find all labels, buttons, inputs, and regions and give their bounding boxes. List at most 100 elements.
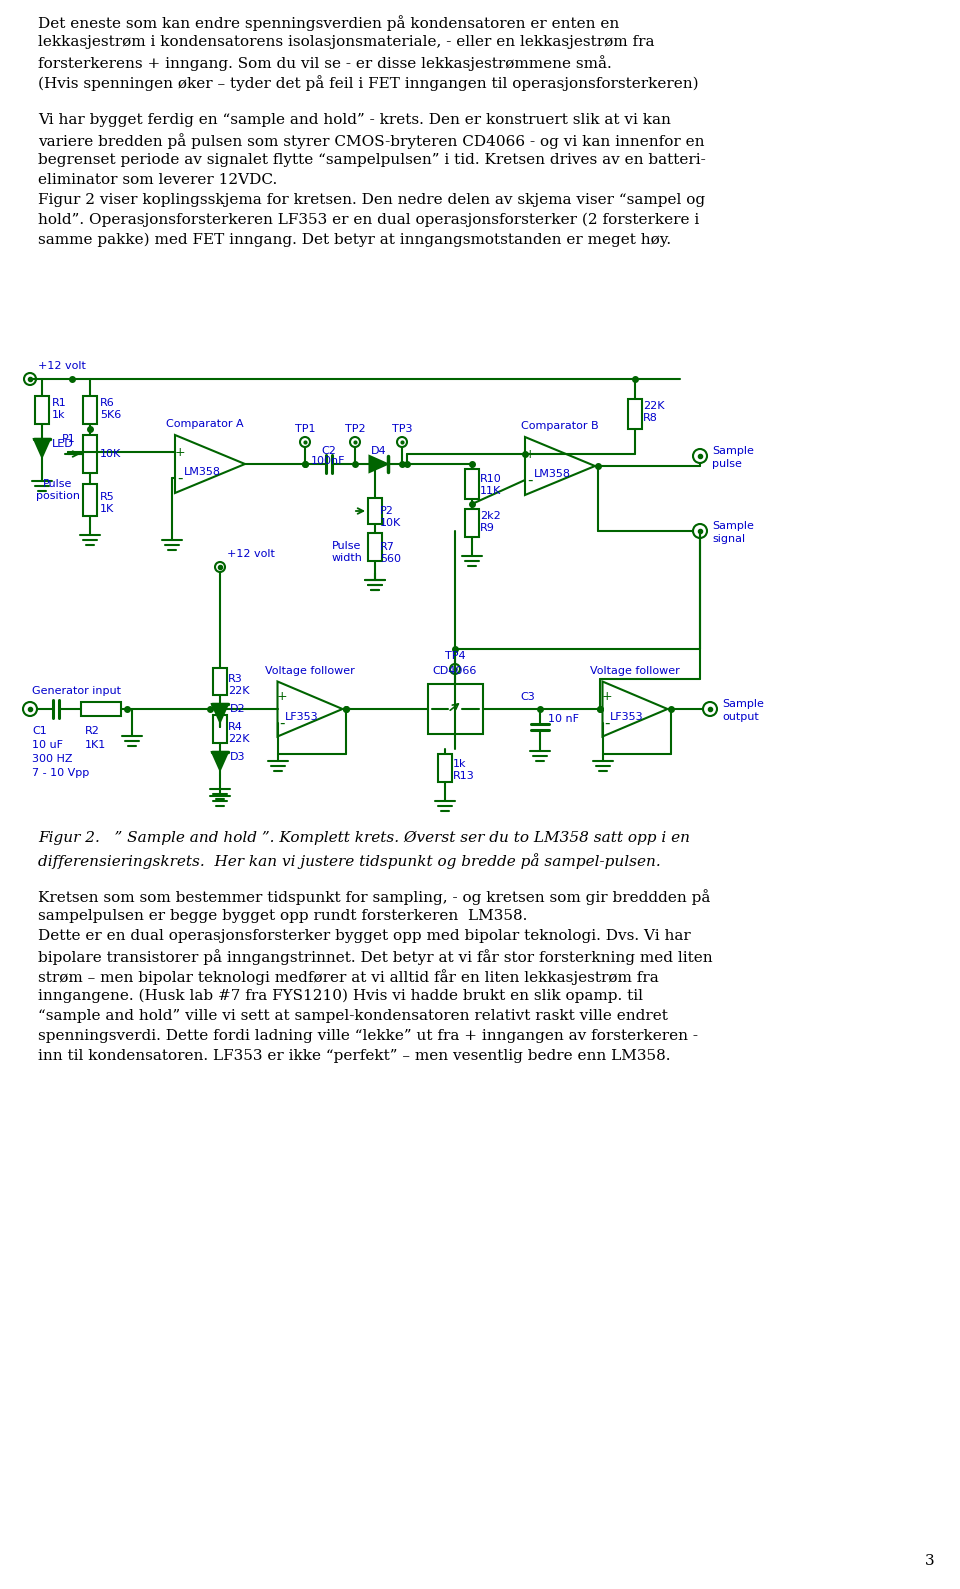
- Text: samme pakke) med FET inngang. Det betyr at inngangsmotstanden er meget høy.: samme pakke) med FET inngang. Det betyr …: [38, 234, 671, 248]
- Text: +12 volt: +12 volt: [227, 550, 275, 559]
- Text: 10 nF: 10 nF: [548, 713, 579, 725]
- Text: +: +: [175, 445, 185, 459]
- Text: position: position: [36, 491, 80, 501]
- Text: P2: P2: [380, 505, 394, 516]
- Text: 1K: 1K: [100, 504, 114, 513]
- Text: Dette er en dual operasjonsforsterker bygget opp med bipolar teknologi. Dvs. Vi : Dette er en dual operasjonsforsterker by…: [38, 930, 691, 942]
- Text: Sample: Sample: [722, 699, 764, 709]
- Text: -: -: [279, 715, 285, 731]
- Polygon shape: [212, 704, 228, 721]
- Text: differensieringskrets.  Her kan vi justere tidspunkt og bredde på sampel-pulsen.: differensieringskrets. Her kan vi juster…: [38, 853, 660, 869]
- Text: -: -: [527, 472, 533, 488]
- Text: eliminator som leverer 12VDC.: eliminator som leverer 12VDC.: [38, 173, 277, 188]
- Text: LM358: LM358: [183, 467, 221, 477]
- Text: TP1: TP1: [295, 424, 315, 434]
- Text: TP4: TP4: [444, 651, 466, 661]
- Text: Pulse: Pulse: [43, 478, 73, 489]
- Bar: [465, 469, 479, 499]
- Bar: [368, 532, 382, 561]
- Text: Figur 2.   ” Sample and hold ”. Komplett krets. Øverst ser du to LM358 satt opp : Figur 2. ” Sample and hold ”. Komplett k…: [38, 831, 690, 845]
- Text: D4: D4: [371, 447, 386, 456]
- Text: +: +: [525, 448, 536, 461]
- Text: C2: C2: [321, 447, 336, 456]
- Text: begrenset periode av signalet flytte “sampelpulsen” i tid. Kretsen drives av en : begrenset periode av signalet flytte “sa…: [38, 153, 706, 167]
- Text: R6: R6: [100, 397, 115, 408]
- Text: D3: D3: [230, 752, 246, 763]
- Text: R3: R3: [228, 674, 243, 683]
- Text: P1: P1: [62, 434, 76, 443]
- Text: 1k: 1k: [453, 760, 467, 769]
- Text: R8: R8: [643, 413, 658, 423]
- Text: 1k: 1k: [52, 410, 65, 419]
- Text: LM358: LM358: [534, 469, 570, 478]
- Text: C3: C3: [520, 691, 536, 702]
- Text: 11K: 11K: [480, 486, 501, 496]
- Text: R2: R2: [85, 726, 100, 736]
- Bar: [438, 753, 452, 782]
- Text: variere bredden på pulsen som styrer CMOS-bryteren CD4066 - og vi kan innenfor e: variere bredden på pulsen som styrer CMO…: [38, 133, 705, 149]
- Text: Voltage follower: Voltage follower: [265, 666, 355, 675]
- Text: CD4066: CD4066: [433, 666, 477, 675]
- Bar: [82, 702, 121, 717]
- Text: 100nF: 100nF: [311, 456, 346, 466]
- Text: Pulse: Pulse: [332, 540, 362, 551]
- Text: +: +: [276, 691, 287, 704]
- Text: +: +: [602, 691, 612, 704]
- Text: R5: R5: [100, 493, 115, 502]
- Text: width: width: [331, 553, 363, 563]
- Text: 10K: 10K: [380, 518, 401, 528]
- Text: Kretsen som som bestemmer tidspunkt for sampling, - og kretsen som gir breddden : Kretsen som som bestemmer tidspunkt for …: [38, 888, 710, 904]
- Text: 560: 560: [380, 555, 401, 564]
- Text: 3: 3: [925, 1554, 935, 1568]
- Text: 1K1: 1K1: [85, 740, 107, 750]
- Text: lekkasjestrøm i kondensatorens isolasjonsmateriale, - eller en lekkasjestrøm fra: lekkasjestrøm i kondensatorens isolasjon…: [38, 35, 655, 49]
- Text: Vi har bygget ferdig en “sample and hold” - krets. Den er konstruert slik at vi : Vi har bygget ferdig en “sample and hold…: [38, 113, 671, 127]
- Text: Generator input: Generator input: [32, 686, 121, 696]
- Bar: [213, 715, 227, 742]
- Polygon shape: [212, 752, 228, 771]
- Text: +12 volt: +12 volt: [38, 361, 85, 370]
- Bar: [628, 399, 642, 429]
- Polygon shape: [34, 439, 50, 458]
- Text: -: -: [604, 715, 610, 731]
- Text: C1: C1: [32, 726, 47, 736]
- Text: (Hvis spenningen øker – tyder det på feil i FET inngangen til operasjonsforsterk: (Hvis spenningen øker – tyder det på fei…: [38, 75, 699, 91]
- Text: bipolare transistorer på inngangstrinnet. Det betyr at vi får stor forsterkning : bipolare transistorer på inngangstrinnet…: [38, 949, 712, 965]
- Bar: [83, 435, 97, 474]
- Text: LF353: LF353: [611, 712, 644, 721]
- Text: Det eneste som kan endre spenningsverdien på kondensatoren er enten en: Det eneste som kan endre spenningsverdie…: [38, 14, 619, 30]
- Text: R10: R10: [480, 474, 502, 485]
- Text: TP3: TP3: [392, 424, 412, 434]
- Text: R13: R13: [453, 771, 475, 782]
- Text: forsterkerens + inngang. Som du vil se - er disse lekkasjestrømmene små.: forsterkerens + inngang. Som du vil se -…: [38, 56, 612, 72]
- Bar: [83, 396, 97, 424]
- Text: hold”. Operasjonsforsterkeren LF353 er en dual operasjonsforsterker (2 forsterke: hold”. Operasjonsforsterkeren LF353 er e…: [38, 213, 699, 227]
- Bar: [83, 485, 97, 516]
- Text: strøm – men bipolar teknologi medfører at vi alltid får en liten lekkasjestrøm f: strøm – men bipolar teknologi medfører a…: [38, 969, 659, 985]
- Text: LF353: LF353: [285, 712, 319, 721]
- Text: “sample and hold” ville vi sett at sampel-kondensatoren relativt raskt ville end: “sample and hold” ville vi sett at sampe…: [38, 1009, 668, 1023]
- Bar: [35, 396, 49, 424]
- Text: 22K: 22K: [228, 686, 250, 696]
- Text: Voltage follower: Voltage follower: [590, 666, 680, 675]
- Text: pulse: pulse: [712, 459, 742, 469]
- Bar: [465, 508, 479, 537]
- Text: output: output: [722, 712, 758, 721]
- Text: sampelpulsen er begge bygget opp rundt forsterkeren  LM358.: sampelpulsen er begge bygget opp rundt f…: [38, 909, 527, 923]
- Text: 2k2: 2k2: [480, 512, 501, 521]
- Text: R4: R4: [228, 721, 243, 733]
- Text: 10 uF: 10 uF: [32, 740, 63, 750]
- Text: 22K: 22K: [228, 734, 250, 744]
- Text: signal: signal: [712, 534, 745, 543]
- Bar: [427, 683, 483, 734]
- Text: spenningsverdi. Dette fordi ladning ville “lekke” ut fra + inngangen av forsterk: spenningsverdi. Dette fordi ladning vill…: [38, 1030, 698, 1042]
- Text: R7: R7: [380, 542, 395, 551]
- Bar: [368, 497, 382, 524]
- Text: D2: D2: [230, 704, 246, 713]
- Text: inngangene. (Husk lab #7 fra FYS1210) Hvis vi hadde brukt en slik opamp. til: inngangene. (Husk lab #7 fra FYS1210) Hv…: [38, 988, 643, 1003]
- Text: Comparator A: Comparator A: [166, 419, 244, 429]
- Polygon shape: [370, 456, 388, 472]
- Bar: [213, 669, 227, 694]
- Text: 7 - 10 Vpp: 7 - 10 Vpp: [32, 767, 89, 779]
- Text: inn til kondensatoren. LF353 er ikke “perfekt” – men vesentlig bedre enn LM358.: inn til kondensatoren. LF353 er ikke “pe…: [38, 1049, 670, 1063]
